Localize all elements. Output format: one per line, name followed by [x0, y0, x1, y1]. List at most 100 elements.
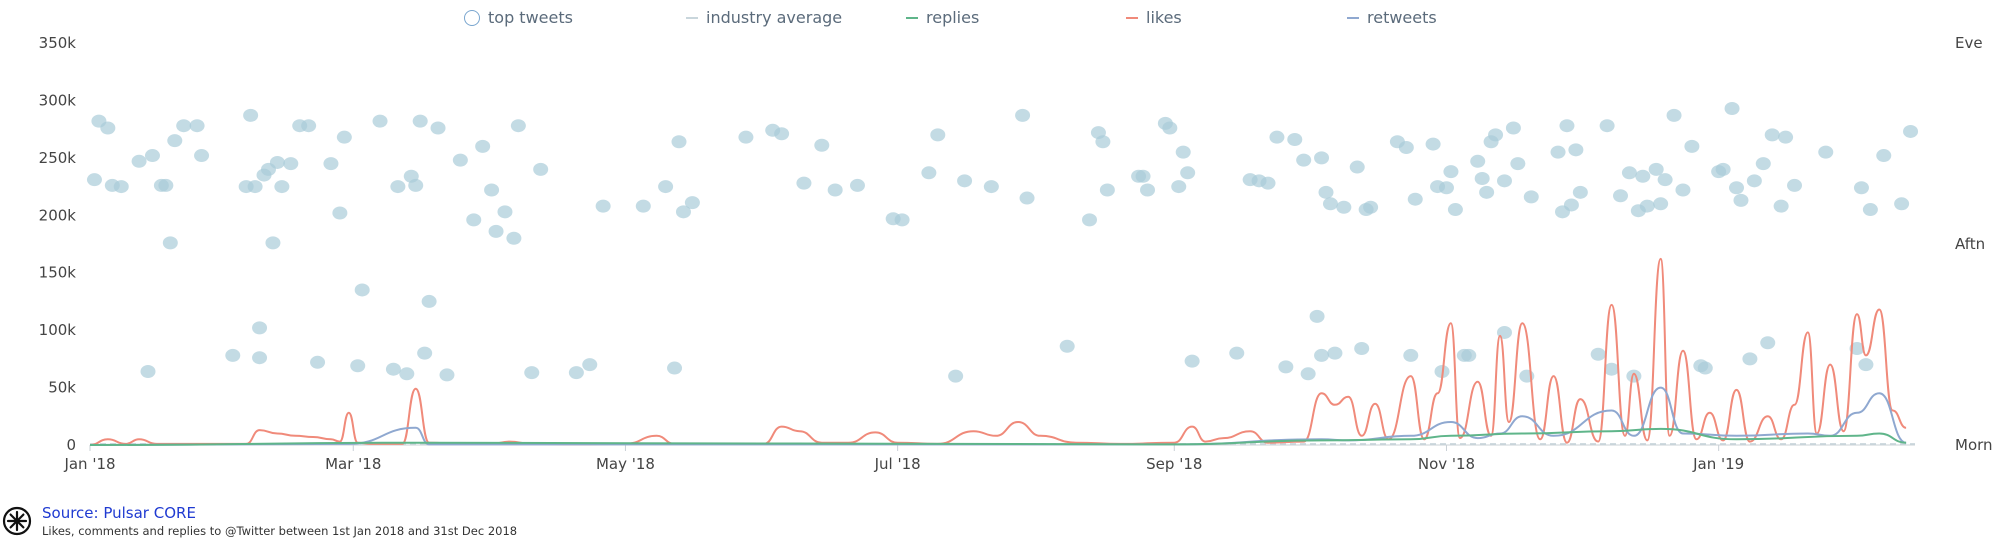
top-tweet-point: [1349, 160, 1365, 174]
top-tweet-point: [1015, 108, 1031, 122]
y-tick-label: 0: [66, 436, 76, 454]
top-tweet-point: [930, 128, 946, 142]
top-tweet-point: [1787, 178, 1803, 192]
top-tweet-point: [269, 155, 285, 169]
top-tweet-point: [1773, 199, 1789, 213]
top-tweet-point: [1675, 183, 1691, 197]
top-tweet-point: [1407, 192, 1423, 206]
top-tweet-point: [417, 346, 433, 360]
top-tweet-point: [1140, 183, 1156, 197]
top-tweet-point: [1260, 176, 1276, 190]
top-tweet-point: [957, 174, 973, 188]
series-line-replies: [89, 427, 1907, 446]
x-tick-label: Jan '19: [1692, 455, 1744, 473]
legend-line-icon: [1126, 16, 1138, 19]
x-tick-label: Sep '18: [1146, 455, 1202, 473]
top-tweet-point: [675, 205, 691, 219]
top-tweet-point: [1568, 143, 1584, 157]
x-tick-label: May '18: [596, 455, 655, 473]
top-tweet-point: [86, 173, 102, 187]
top-tweet-point: [488, 224, 504, 238]
top-tweet-point: [1269, 130, 1285, 144]
x-tick-label: Mar '18: [325, 455, 381, 473]
y-tick-label: 350k: [39, 34, 77, 52]
top-tweet-point: [399, 367, 415, 381]
top-tweet-point: [1733, 193, 1749, 207]
top-tweet-point: [1479, 185, 1495, 199]
legend-industry-average[interactable]: industry average: [686, 8, 842, 27]
top-tweet-point: [1760, 336, 1776, 350]
legend-likes[interactable]: likes: [1126, 8, 1182, 27]
top-tweet-point: [849, 178, 865, 192]
legend-replies[interactable]: replies: [906, 8, 979, 27]
top-tweet-point: [1309, 309, 1325, 323]
legend-retweets[interactable]: retweets: [1347, 8, 1437, 27]
top-tweet-point: [1470, 154, 1486, 168]
top-tweet-point: [408, 178, 424, 192]
top-tweet-point: [1559, 119, 1575, 133]
top-tweet-point: [1729, 181, 1745, 195]
top-tweet-point: [372, 114, 388, 128]
top-tweet-point: [1635, 169, 1651, 183]
top-tweet-point: [1621, 166, 1637, 180]
top-tweet-point: [323, 157, 339, 171]
top-tweet-point: [1862, 203, 1878, 217]
top-tweet-point: [1171, 180, 1187, 194]
top-tweet-point: [140, 364, 156, 378]
top-tweet-point: [1903, 124, 1919, 138]
top-tweet-point: [814, 138, 830, 152]
top-tweet-point: [1626, 369, 1642, 383]
top-tweet-point: [1488, 128, 1504, 142]
top-tweet-point: [582, 358, 598, 372]
top-tweet-point: [827, 183, 843, 197]
top-tweet-point: [189, 119, 205, 133]
top-tweet-point: [158, 178, 174, 192]
top-tweet-point: [894, 213, 910, 227]
chart-legend: top tweets industry average replies like…: [0, 8, 2000, 32]
top-tweet-point: [113, 180, 129, 194]
legend-circle-icon: [464, 9, 480, 26]
top-tweet-point: [412, 114, 428, 128]
top-tweet-point: [1778, 130, 1794, 144]
top-tweet-point: [1510, 157, 1526, 171]
top-tweet-point: [1496, 174, 1512, 188]
top-tweet-point: [1764, 128, 1780, 142]
top-tweet-point: [1894, 197, 1910, 211]
top-tweet-point: [1697, 361, 1713, 375]
top-tweet-point: [247, 180, 263, 194]
top-tweet-point: [144, 149, 160, 163]
legend-top-tweets[interactable]: top tweets: [464, 8, 573, 27]
top-tweet-point: [595, 199, 611, 213]
pulsar-logo-icon: [2, 506, 32, 536]
top-tweet-point: [1438, 181, 1454, 195]
top-tweet-point: [1082, 213, 1098, 227]
top-tweet-point: [1563, 198, 1579, 212]
top-tweet-point: [1300, 367, 1316, 381]
top-tweet-point: [1876, 149, 1892, 163]
top-tweet-point: [1278, 360, 1294, 374]
top-tweet-point: [385, 362, 401, 376]
y-tick-label: 100k: [39, 321, 77, 339]
top-tweet-point: [948, 369, 964, 383]
top-tweet-point: [1180, 166, 1196, 180]
top-tweet-point: [1059, 339, 1075, 353]
top-tweet-point: [475, 139, 491, 153]
top-tweet-point: [430, 121, 446, 135]
top-tweet-point: [1296, 153, 1312, 167]
top-tweet-point: [1742, 352, 1758, 366]
top-tweet-point: [1314, 348, 1330, 362]
top-tweet-point: [274, 180, 290, 194]
series-line-likes: [89, 257, 1907, 446]
top-tweet-point: [1443, 165, 1459, 179]
source-description: Likes, comments and replies to @Twitter …: [42, 524, 518, 538]
top-tweet-point: [1322, 197, 1338, 211]
top-tweet-point: [1398, 141, 1414, 155]
legend-line-icon: [1347, 16, 1359, 19]
source-title[interactable]: Source: Pulsar CORE: [42, 504, 196, 522]
top-tweet-point: [1755, 157, 1771, 171]
top-tweet-point: [484, 183, 500, 197]
x-tick-label: Nov '18: [1418, 455, 1475, 473]
top-tweet-point: [1590, 347, 1606, 361]
top-tweet-point: [684, 196, 700, 210]
right-axis-label: Morn: [1955, 436, 1993, 454]
